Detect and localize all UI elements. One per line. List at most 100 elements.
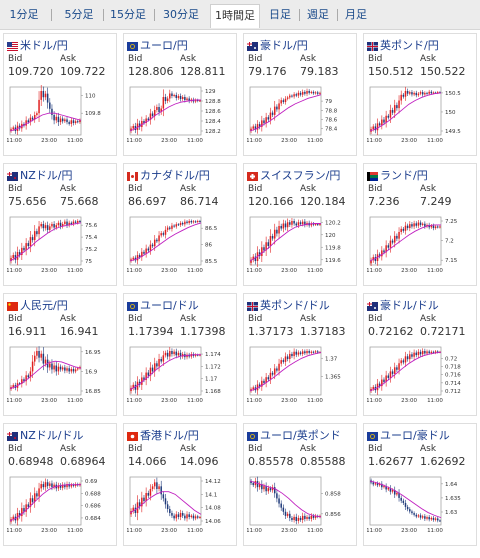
candle-body bbox=[169, 227, 171, 229]
candle-body bbox=[419, 222, 422, 225]
candle-body bbox=[136, 123, 139, 130]
price-chart[interactable]: 16.95 16.9 16.85 11:00 23:00 11:00 bbox=[7, 345, 115, 415]
candle-body bbox=[306, 222, 308, 225]
price-chart[interactable]: 7.25 7.2 7.15 11:00 23:00 11:00 bbox=[367, 215, 475, 285]
price-chart[interactable]: 129 128.8 128.6 128.4 128.2 11:00 23:00 11:00 bbox=[127, 85, 235, 155]
candle-body bbox=[372, 257, 374, 261]
candle-body bbox=[158, 235, 160, 242]
pair-link[interactable]: NZドル/円 bbox=[7, 167, 72, 183]
candle-body bbox=[147, 493, 150, 496]
x-tick-label: 11:00 bbox=[127, 268, 142, 274]
candle-body bbox=[291, 221, 293, 225]
pair-link[interactable]: 豪ドル/円 bbox=[247, 37, 308, 53]
flag-icon bbox=[247, 431, 258, 441]
candle-body bbox=[314, 92, 317, 94]
candle-body bbox=[29, 237, 32, 247]
candle-body bbox=[261, 484, 263, 490]
candle-body bbox=[437, 226, 439, 228]
price-chart[interactable]: 150.5 150 149.5 11:00 23:00 11:00 bbox=[367, 85, 475, 155]
price-chart[interactable]: 110 109.8 11:00 23:00 11:00 bbox=[7, 85, 115, 155]
candle-body bbox=[389, 371, 392, 378]
candle-body bbox=[12, 255, 14, 259]
pair-link[interactable]: 香港ドル/円 bbox=[127, 427, 199, 443]
candle-body bbox=[404, 502, 407, 507]
price-chart[interactable]: 1.37 1.365 11:00 23:00 11:00 bbox=[247, 345, 355, 415]
pair-link[interactable]: 英ポンド/ドル bbox=[247, 297, 330, 313]
rate-panel: ユーロ/ドル Bid Ask 1.17394 1.17398 1.174 1.172 1.17… bbox=[123, 293, 237, 416]
price-chart[interactable]: 1.174 1.172 1.17 1.168 11:00 23:00 11:00 bbox=[127, 345, 235, 415]
y-tick-label: 75.2 bbox=[85, 247, 97, 253]
pair-link[interactable]: ユーロ/英ポンド bbox=[247, 427, 341, 443]
candle-body bbox=[197, 354, 199, 356]
pair-link[interactable]: NZドル/ドル bbox=[7, 427, 83, 443]
price-chart[interactable]: 86.5 86 85.5 11:00 23:00 11:00 bbox=[127, 215, 235, 285]
candle-body bbox=[419, 92, 422, 94]
pair-link[interactable]: 米ドル/円 bbox=[7, 37, 68, 53]
candle-body bbox=[381, 250, 383, 257]
price-chart[interactable]: 75.6 75.4 75.2 75 11:00 23:00 11:00 bbox=[7, 215, 115, 285]
candle-body bbox=[36, 493, 38, 497]
candle-body bbox=[46, 93, 49, 103]
candle-body bbox=[411, 92, 413, 95]
candle-body bbox=[402, 360, 405, 363]
x-tick-label: 11:00 bbox=[127, 138, 142, 144]
pair-link[interactable]: ユーロ/ドル bbox=[127, 297, 199, 313]
candle-body bbox=[175, 95, 178, 98]
moving-average-line bbox=[9, 360, 82, 390]
y-tick-label: 109.8 bbox=[85, 111, 101, 117]
ask-value: 14.096 bbox=[180, 455, 219, 468]
tab-6[interactable]: 週足 bbox=[307, 8, 329, 21]
price-chart[interactable]: 0.69 0.688 0.686 0.684 11:00 23:00 11:00 bbox=[7, 475, 115, 545]
candle-body bbox=[134, 384, 137, 390]
candle-body bbox=[53, 223, 55, 228]
candle-body bbox=[314, 515, 317, 518]
pair-link[interactable]: 人民元/円 bbox=[7, 297, 68, 313]
price-chart[interactable]: 120.2 120 119.8 119.6 11:00 23:00 11:00 bbox=[247, 215, 355, 285]
tab-7[interactable]: 月足 bbox=[345, 8, 367, 21]
ask-label: Ask bbox=[60, 54, 77, 64]
x-tick-label: 23:00 bbox=[41, 528, 57, 534]
price-chart[interactable]: 79 78.8 78.6 78.4 11:00 23:00 11:00 bbox=[247, 85, 355, 155]
price-chart[interactable]: 1.64 1.635 1.63 11:00 23:00 11:00 bbox=[367, 475, 475, 545]
flag-icon bbox=[127, 41, 138, 51]
tab-0[interactable]: 1分足 bbox=[9, 8, 39, 21]
rate-panel: ユーロ/英ポンド Bid Ask 0.85578 0.85588 0.858 0.856 11… bbox=[243, 423, 357, 546]
candle-body bbox=[263, 247, 265, 251]
price-chart[interactable]: 14.12 14.1 14.08 14.06 11:00 23:00 11:00 bbox=[127, 475, 235, 545]
candle-body bbox=[304, 515, 306, 519]
y-tick-label: 1.365 bbox=[325, 374, 341, 380]
y-tick-label: 1.172 bbox=[205, 364, 221, 370]
candle-body bbox=[171, 93, 173, 96]
candle-body bbox=[147, 118, 150, 120]
pair-link[interactable]: ユーロ/円 bbox=[127, 37, 188, 53]
candle-body bbox=[376, 383, 379, 391]
tab-1[interactable]: 5分足 bbox=[64, 8, 94, 21]
price-chart[interactable]: 0.858 0.856 11:00 23:00 11:00 bbox=[247, 475, 355, 545]
candle-body bbox=[40, 484, 42, 489]
price-chart[interactable]: 0.72 0.718 0.716 0.714 0.712 11:00 23:00 11:00 bbox=[367, 345, 475, 415]
tab-2[interactable]: 15分足 bbox=[110, 8, 146, 21]
candle-body bbox=[134, 507, 137, 513]
candle-body bbox=[199, 100, 201, 102]
pair-link[interactable]: 豪ドル/ドル bbox=[367, 297, 439, 313]
candle-body bbox=[151, 486, 154, 489]
pair-link[interactable]: ユーロ/豪ドル bbox=[367, 427, 450, 443]
candle-body bbox=[424, 92, 426, 95]
tab-5[interactable]: 日足 bbox=[269, 8, 291, 21]
rate-panel: ユーロ/豪ドル Bid Ask 1.62677 1.62692 1.64 1.635 1.63… bbox=[363, 423, 477, 546]
candle-body bbox=[297, 352, 300, 355]
candle-body bbox=[265, 117, 267, 124]
candle-body bbox=[404, 91, 407, 97]
pair-link[interactable]: スイスフラン/円 bbox=[247, 167, 340, 183]
candle-body bbox=[179, 352, 182, 357]
pair-link[interactable]: 英ポンド/円 bbox=[367, 37, 439, 53]
candle-body bbox=[132, 126, 134, 129]
ask-value: 79.183 bbox=[300, 65, 339, 78]
tab-3[interactable]: 30分足 bbox=[163, 8, 199, 21]
pair-link[interactable]: ランド/円 bbox=[367, 167, 428, 183]
candle-body bbox=[197, 516, 199, 518]
pair-link[interactable]: カナダドル/円 bbox=[127, 167, 210, 183]
candle-body bbox=[12, 516, 14, 520]
tab-4[interactable]: 1時間足 bbox=[210, 4, 260, 28]
candle-body bbox=[21, 508, 23, 517]
